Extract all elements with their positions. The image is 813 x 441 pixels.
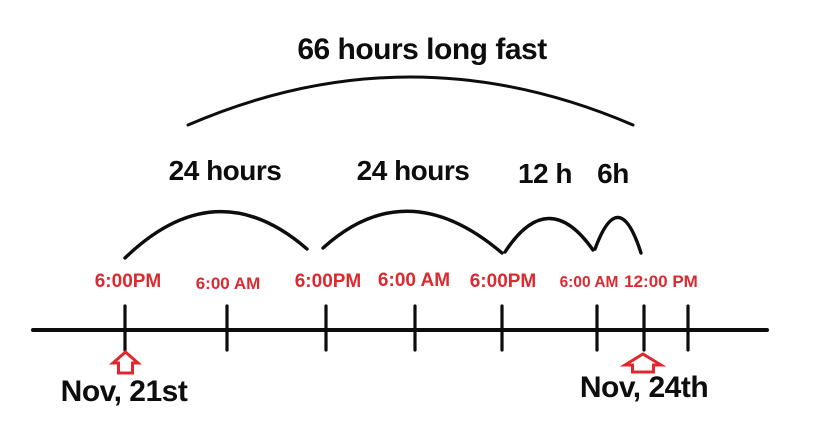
total-span-arc [186,75,635,127]
diagram-title: 66 hours long fast [297,33,547,66]
start-marker-up-arrow-icon [109,350,142,375]
segment-arc-4 [593,215,643,255]
time-label-2: 6:00 AM [196,274,261,293]
segment-arc-3 [503,216,595,254]
segment-label-24h-1: 24 hours [169,155,282,186]
segment-arc-2 [321,209,504,255]
segment-label-24h-2: 24 hours [357,155,470,186]
segment-arc-1 [123,210,309,260]
time-label-1: 6:00PM [95,271,162,292]
end-date-label: Nov, 24th [580,371,708,404]
time-label-4: 6:00 AM [378,270,450,291]
time-label-7: 12:00 PM [624,272,698,291]
segment-label-6h: 6h [597,158,629,189]
time-label-3: 6:00PM [295,271,362,292]
end-marker-up-arrow-icon [619,352,667,374]
time-label-5: 6:00PM [470,271,537,292]
start-date-label: Nov, 21st [61,375,188,408]
time-label-6: 6:00 AM [560,274,619,291]
segment-label-12h: 12 h [518,158,572,189]
